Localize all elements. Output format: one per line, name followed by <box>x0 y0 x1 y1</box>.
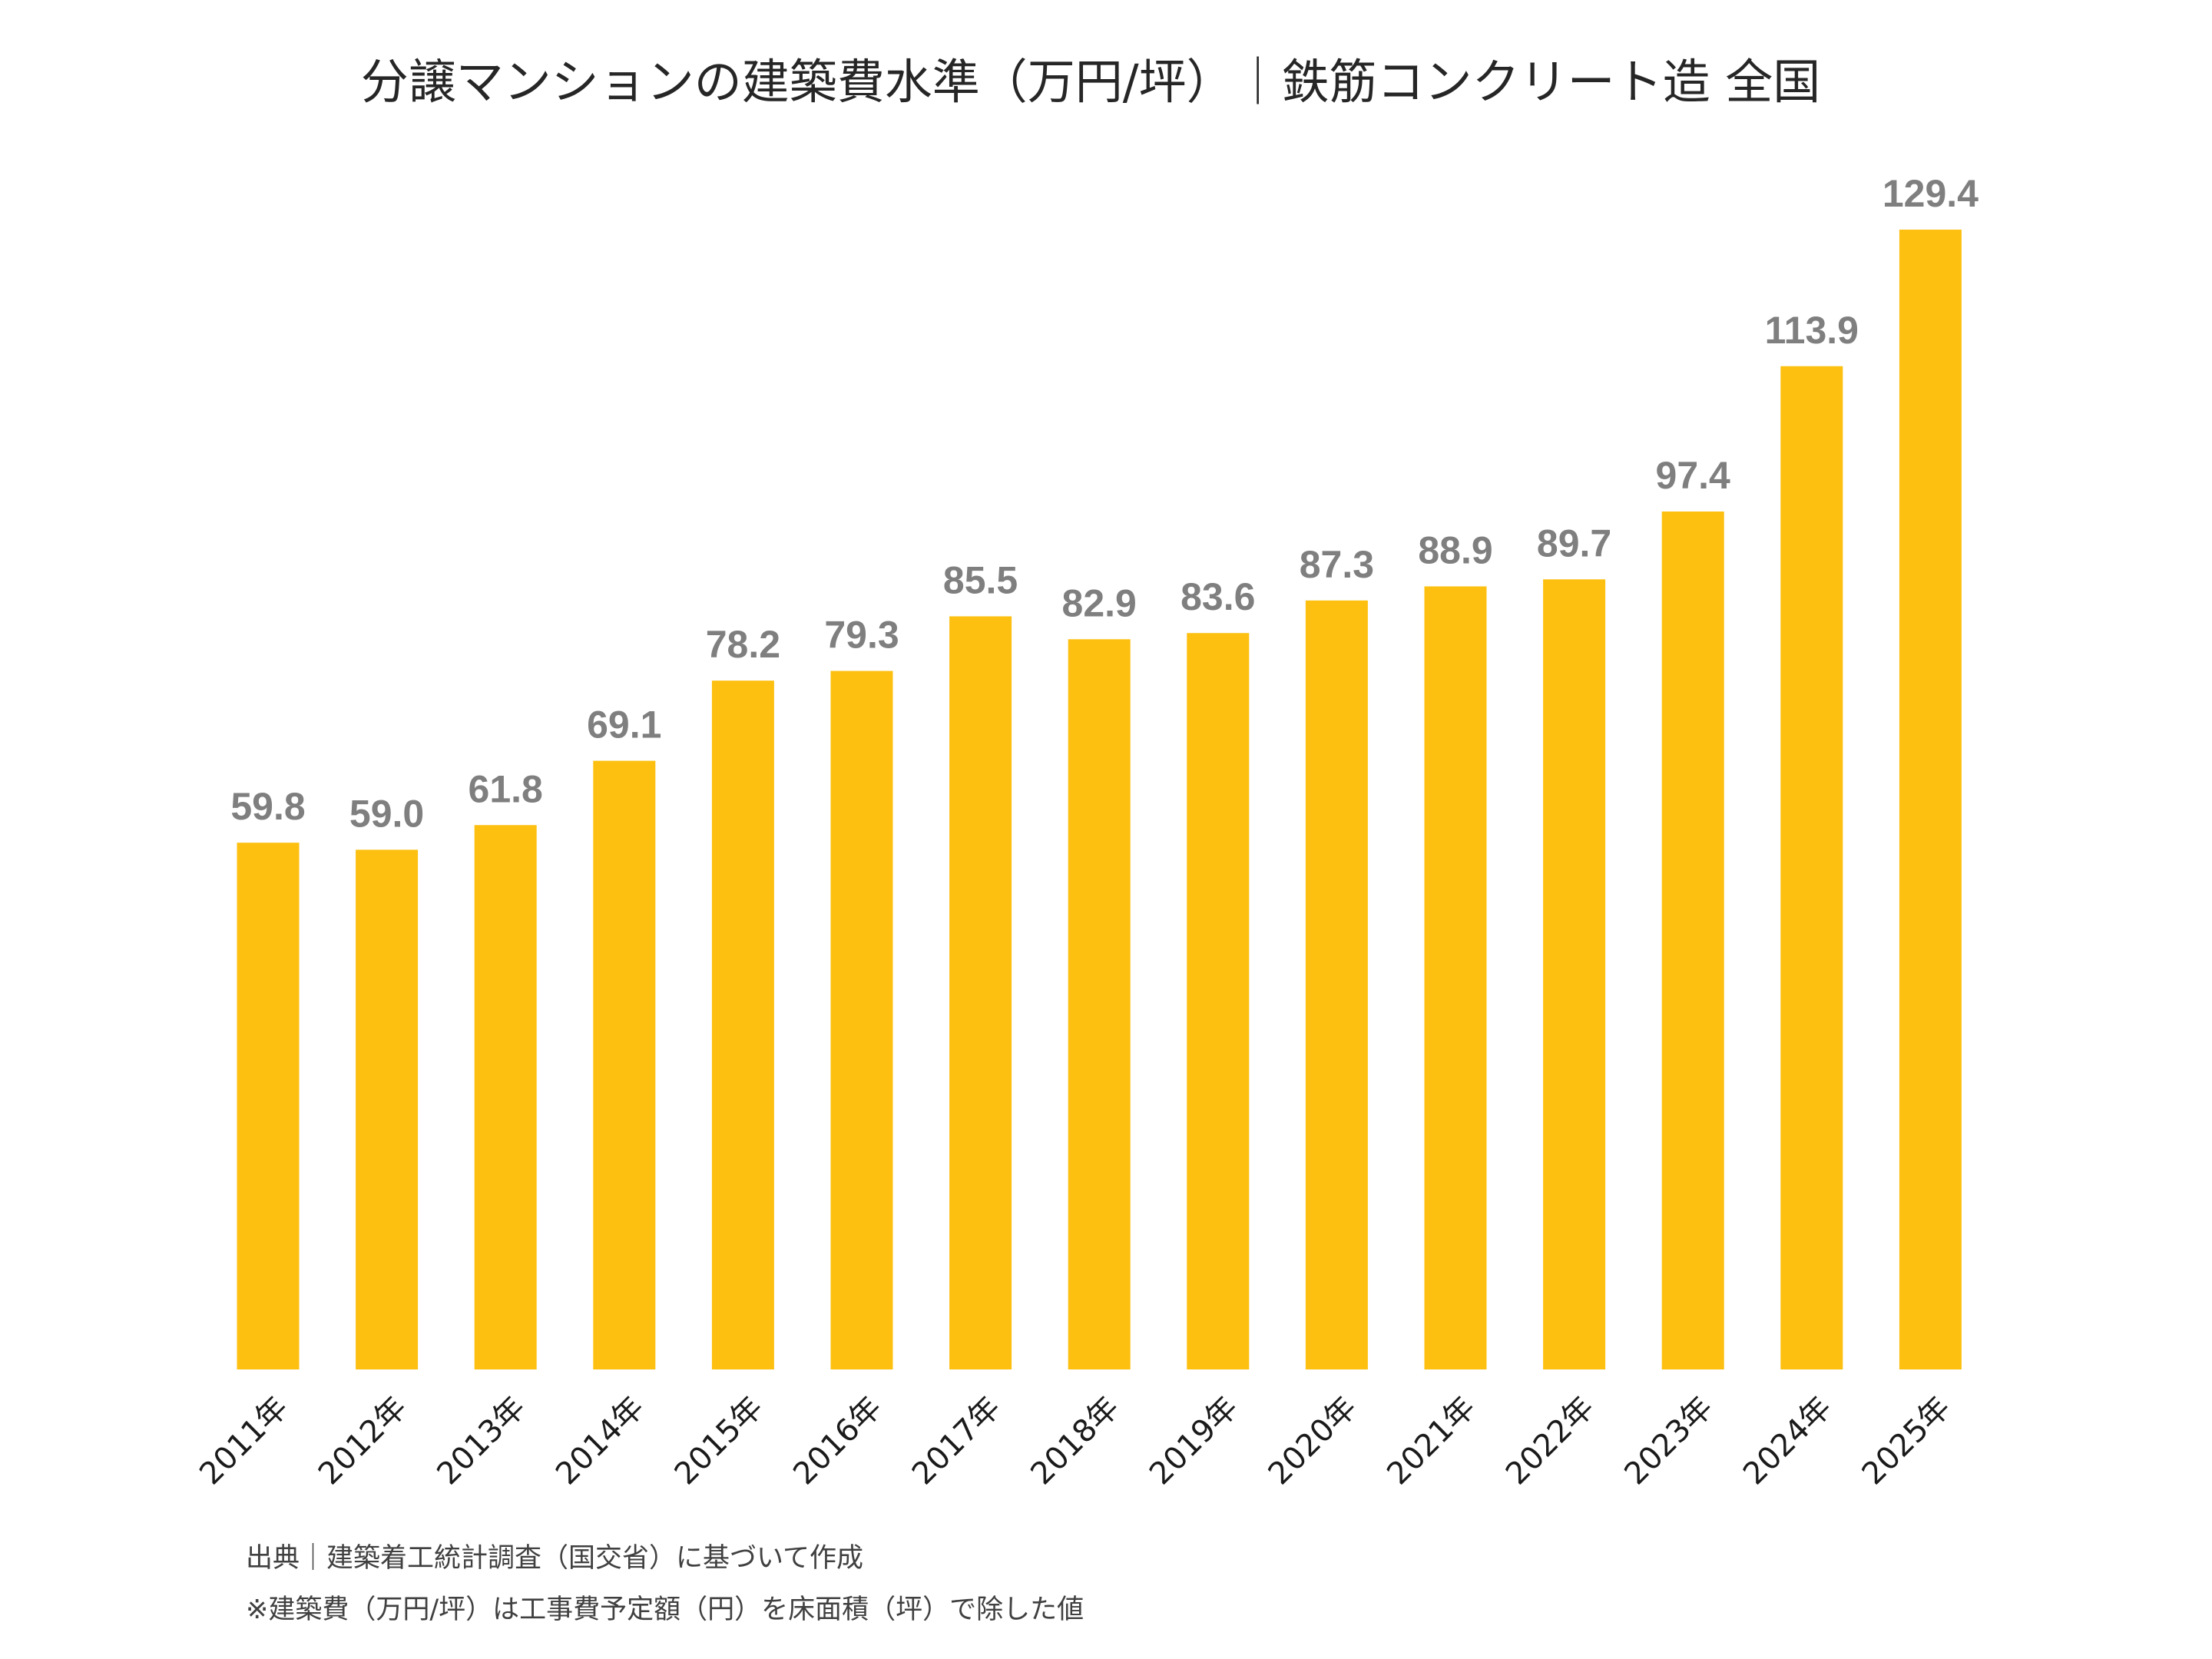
data-label: 89.7 <box>1537 522 1611 565</box>
x-tick-label: 2017年 <box>906 1390 1008 1492</box>
bar-2023年 <box>1661 511 1724 1369</box>
source-note: 出典｜建築着工統計調査（国交省）に基づいて作成 <box>246 1543 863 1574</box>
bar-2022年 <box>1543 579 1606 1369</box>
data-label: 83.6 <box>1181 575 1255 618</box>
x-tick-label: 2012年 <box>312 1390 414 1492</box>
x-tick-label: 2019年 <box>1143 1390 1245 1492</box>
bars-group <box>237 230 1962 1369</box>
data-label: 113.9 <box>1765 309 1859 352</box>
x-tick-label: 2021年 <box>1380 1390 1482 1492</box>
bar-2016年 <box>830 671 893 1369</box>
data-label: 88.9 <box>1418 528 1492 571</box>
x-tick-label: 2016年 <box>786 1390 889 1492</box>
data-labels-group: 59.8 59.0 61.8 69.1 78.2 79.3 85.5 82.9 83.6 87.3… <box>230 172 1979 835</box>
data-label: 87.3 <box>1300 543 1374 586</box>
chart-title: 分譲マンションの建築費水準（万円/坪）｜鉄筋コンクリート造 全国 <box>361 54 1821 110</box>
bar-2019年 <box>1187 633 1250 1369</box>
data-label: 129.4 <box>1883 172 1979 215</box>
x-tick-label: 2024年 <box>1737 1390 1839 1492</box>
x-tick-label: 2025年 <box>1856 1390 1958 1492</box>
bar-2013年 <box>474 825 537 1369</box>
bar-2011年 <box>237 843 300 1369</box>
footnote: ※建築費（万円/坪）は工事費予定額（円）を床面積（坪）で除した値 <box>246 1594 1084 1625</box>
x-tick-label: 2020年 <box>1262 1390 1364 1492</box>
data-label: 79.3 <box>824 614 899 657</box>
x-tick-label: 2011年 <box>193 1390 295 1492</box>
bar-2012年 <box>356 849 419 1369</box>
data-label: 61.8 <box>469 767 543 810</box>
x-tick-label: 2015年 <box>668 1390 770 1492</box>
bar-2021年 <box>1424 586 1487 1369</box>
x-tick-label: 2018年 <box>1024 1390 1126 1492</box>
x-tick-label: 2013年 <box>430 1390 532 1492</box>
bar-2017年 <box>949 616 1012 1369</box>
bar-2024年 <box>1780 366 1843 1369</box>
x-tick-label: 2022年 <box>1499 1390 1601 1492</box>
data-label: 85.5 <box>943 558 1018 601</box>
data-label: 59.0 <box>349 792 424 835</box>
bar-2018年 <box>1068 639 1131 1369</box>
bar-2025年 <box>1899 230 1962 1369</box>
x-axis-labels: 2011年 2012年 2013年 2014年 2015年 2016年 2017年 2018年… <box>193 1390 1957 1492</box>
bar-2014年 <box>593 760 656 1369</box>
data-label: 69.1 <box>587 704 661 747</box>
bar-2020年 <box>1305 600 1368 1369</box>
data-label: 82.9 <box>1062 581 1137 624</box>
x-tick-label: 2014年 <box>549 1390 651 1492</box>
data-label: 59.8 <box>230 785 305 828</box>
data-label: 97.4 <box>1656 454 1731 497</box>
data-label: 78.2 <box>706 623 780 666</box>
x-tick-label: 2023年 <box>1618 1390 1720 1492</box>
bar-2015年 <box>711 680 774 1369</box>
